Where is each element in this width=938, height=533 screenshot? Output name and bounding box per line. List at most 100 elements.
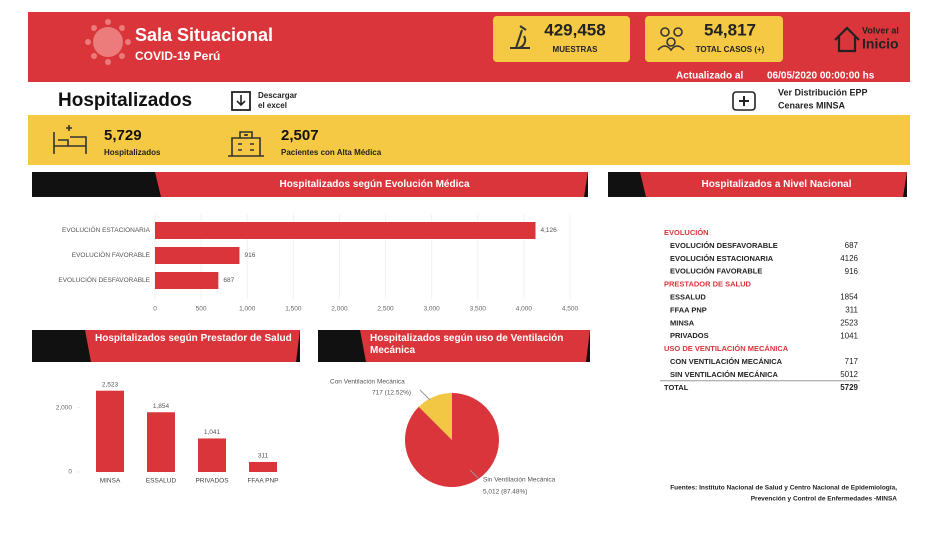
category-label: ESSALUD bbox=[146, 478, 177, 485]
download-text[interactable]: Descargar bbox=[258, 91, 297, 100]
table-cell: CON VENTILACIÓN MECÁNICA bbox=[670, 357, 783, 366]
footer-text: Prevención y Control de Enfermedades -MI… bbox=[751, 496, 898, 503]
pie-label: Sin Ventilación Mecánica bbox=[483, 477, 556, 484]
kpi-label: MUESTRAS bbox=[553, 45, 599, 54]
bar bbox=[147, 412, 175, 472]
x-tick-label: 3,500 bbox=[470, 306, 487, 313]
kpi-value: 54,817 bbox=[704, 20, 756, 39]
bar bbox=[155, 247, 240, 264]
x-tick-label: 4,000 bbox=[516, 306, 533, 313]
medkit-icon[interactable] bbox=[732, 91, 756, 111]
value-label: 2,523 bbox=[102, 381, 119, 388]
medkit-cross[interactable] bbox=[739, 96, 749, 106]
category-label: MINSA bbox=[100, 478, 121, 485]
x-tick-label: 500 bbox=[196, 306, 207, 313]
download-icon[interactable] bbox=[231, 91, 251, 111]
table-total: TOTAL bbox=[664, 383, 689, 392]
table-group: EVOLUCIÓN bbox=[664, 228, 709, 237]
leader-line bbox=[419, 389, 431, 401]
table-cell: FFAA PNP bbox=[670, 305, 707, 314]
section-title: Hospitalizados bbox=[58, 90, 192, 111]
panel-header-band bbox=[155, 172, 588, 197]
stat-label: Hospitalizados bbox=[104, 148, 161, 157]
category-label: PRIVADOS bbox=[195, 478, 229, 485]
table-value: 687 bbox=[845, 241, 859, 250]
x-tick-label: 1,000 bbox=[239, 306, 256, 313]
header-title: Sala Situacional bbox=[135, 25, 273, 45]
home-link[interactable]: Inicio bbox=[862, 36, 899, 52]
pie-label: Con Ventilación Mecánica bbox=[330, 379, 405, 386]
category-label: EVOLUCIÓN DESFAVORABLE bbox=[58, 275, 150, 284]
link-text[interactable]: Ver Distribución EPP bbox=[778, 87, 868, 97]
leader-line bbox=[469, 469, 479, 479]
microscope-icon bbox=[510, 25, 530, 49]
panel-header-band bbox=[360, 330, 590, 362]
bar bbox=[155, 222, 536, 239]
table-total-value: 5729 bbox=[840, 383, 858, 392]
x-tick-label: 3,000 bbox=[424, 306, 441, 313]
panel-title: Hospitalizados según Evolución Médica bbox=[279, 178, 470, 190]
download-button[interactable]: Descargar el excel bbox=[231, 91, 297, 111]
home-icon[interactable] bbox=[834, 26, 860, 53]
panel-header-band bbox=[85, 330, 300, 362]
value-label: 687 bbox=[223, 277, 234, 284]
panel-title-box: Hospitalizados según Evolución Médica bbox=[279, 178, 470, 190]
download-arrow[interactable] bbox=[236, 95, 246, 107]
table-cell: MINSA bbox=[670, 318, 695, 327]
x-tick-label: 1,500 bbox=[285, 306, 302, 313]
y-tick-label: 2,000 bbox=[56, 404, 73, 411]
value-label: 1,041 bbox=[204, 429, 221, 436]
home-link[interactable]: Volver al bbox=[862, 25, 899, 35]
bed-icon bbox=[53, 125, 87, 154]
table-cell: EVOLUCIÓN DESFAVORABLE bbox=[670, 241, 778, 250]
table-value: 4126 bbox=[840, 254, 858, 263]
x-tick-label: 4,500 bbox=[562, 306, 579, 313]
updated-label: Actualizado al bbox=[676, 71, 743, 82]
pie-slice bbox=[404, 393, 499, 487]
epp-link[interactable]: Ver Distribución EPP Cenares MINSA bbox=[732, 87, 868, 111]
table-cell: EVOLUCIÓN FAVORABLE bbox=[670, 267, 762, 276]
hospital-icon bbox=[228, 131, 264, 157]
value-label: 4,126 bbox=[541, 227, 558, 234]
table-cell: ESSALUD bbox=[670, 292, 706, 301]
bar bbox=[249, 461, 277, 472]
table-cell: PRIVADOS bbox=[670, 331, 709, 340]
panel-title-box: Hospitalizados según Prestador de Salud bbox=[95, 333, 292, 344]
x-tick-label: 2,500 bbox=[377, 306, 394, 313]
virus-icon bbox=[85, 19, 131, 65]
link-text[interactable]: Cenares MINSA bbox=[778, 100, 846, 110]
stat-value: 5,729 bbox=[104, 127, 142, 144]
header-subtitle: COVID-19 Perú bbox=[135, 49, 220, 63]
value-label: 1,854 bbox=[153, 403, 170, 410]
table-group: PRESTADOR DE SALUD bbox=[664, 280, 752, 289]
panel-title-box: Hospitalizados según uso de Ventilación … bbox=[370, 333, 564, 356]
table-value: 2523 bbox=[840, 318, 858, 327]
table-value: 311 bbox=[845, 306, 858, 315]
panel-title-box: Hospitalizados a Nivel Nacional bbox=[701, 178, 852, 190]
people-icon bbox=[657, 27, 685, 52]
kpi-label: TOTAL CASOS (+) bbox=[696, 45, 765, 54]
pie-slice bbox=[418, 393, 452, 440]
bar bbox=[198, 438, 226, 472]
table-value: 717 bbox=[845, 357, 859, 366]
home-button[interactable]: Volver al Inicio bbox=[834, 25, 899, 53]
table-value: 5012 bbox=[840, 370, 858, 379]
table-value: 1041 bbox=[840, 331, 858, 340]
panel-title: Hospitalizados a Nivel Nacional bbox=[701, 178, 852, 190]
x-tick-label: 2,000 bbox=[331, 306, 348, 313]
bar bbox=[155, 272, 219, 289]
table-cell: SIN VENTILACIÓN MECÁNICA bbox=[670, 370, 779, 379]
table-cell: EVOLUCIÓN ESTACIONARIA bbox=[670, 254, 774, 263]
panel-title: Hospitalizados según Prestador de Salud bbox=[95, 333, 292, 344]
category-label: EVOLUCIÓN FAVORABLE bbox=[72, 250, 151, 259]
download-text[interactable]: el excel bbox=[258, 101, 287, 110]
pie-value-label: 717 (12.52%) bbox=[372, 390, 411, 397]
value-label: 916 bbox=[244, 252, 255, 259]
table-value: 916 bbox=[845, 267, 859, 276]
value-label: 311 bbox=[258, 453, 269, 460]
table-group: USO DE VENTILACIÓN MECÁNICA bbox=[664, 344, 789, 353]
panel-title: Hospitalizados según uso de Ventilación … bbox=[370, 333, 564, 356]
bar bbox=[96, 390, 124, 472]
